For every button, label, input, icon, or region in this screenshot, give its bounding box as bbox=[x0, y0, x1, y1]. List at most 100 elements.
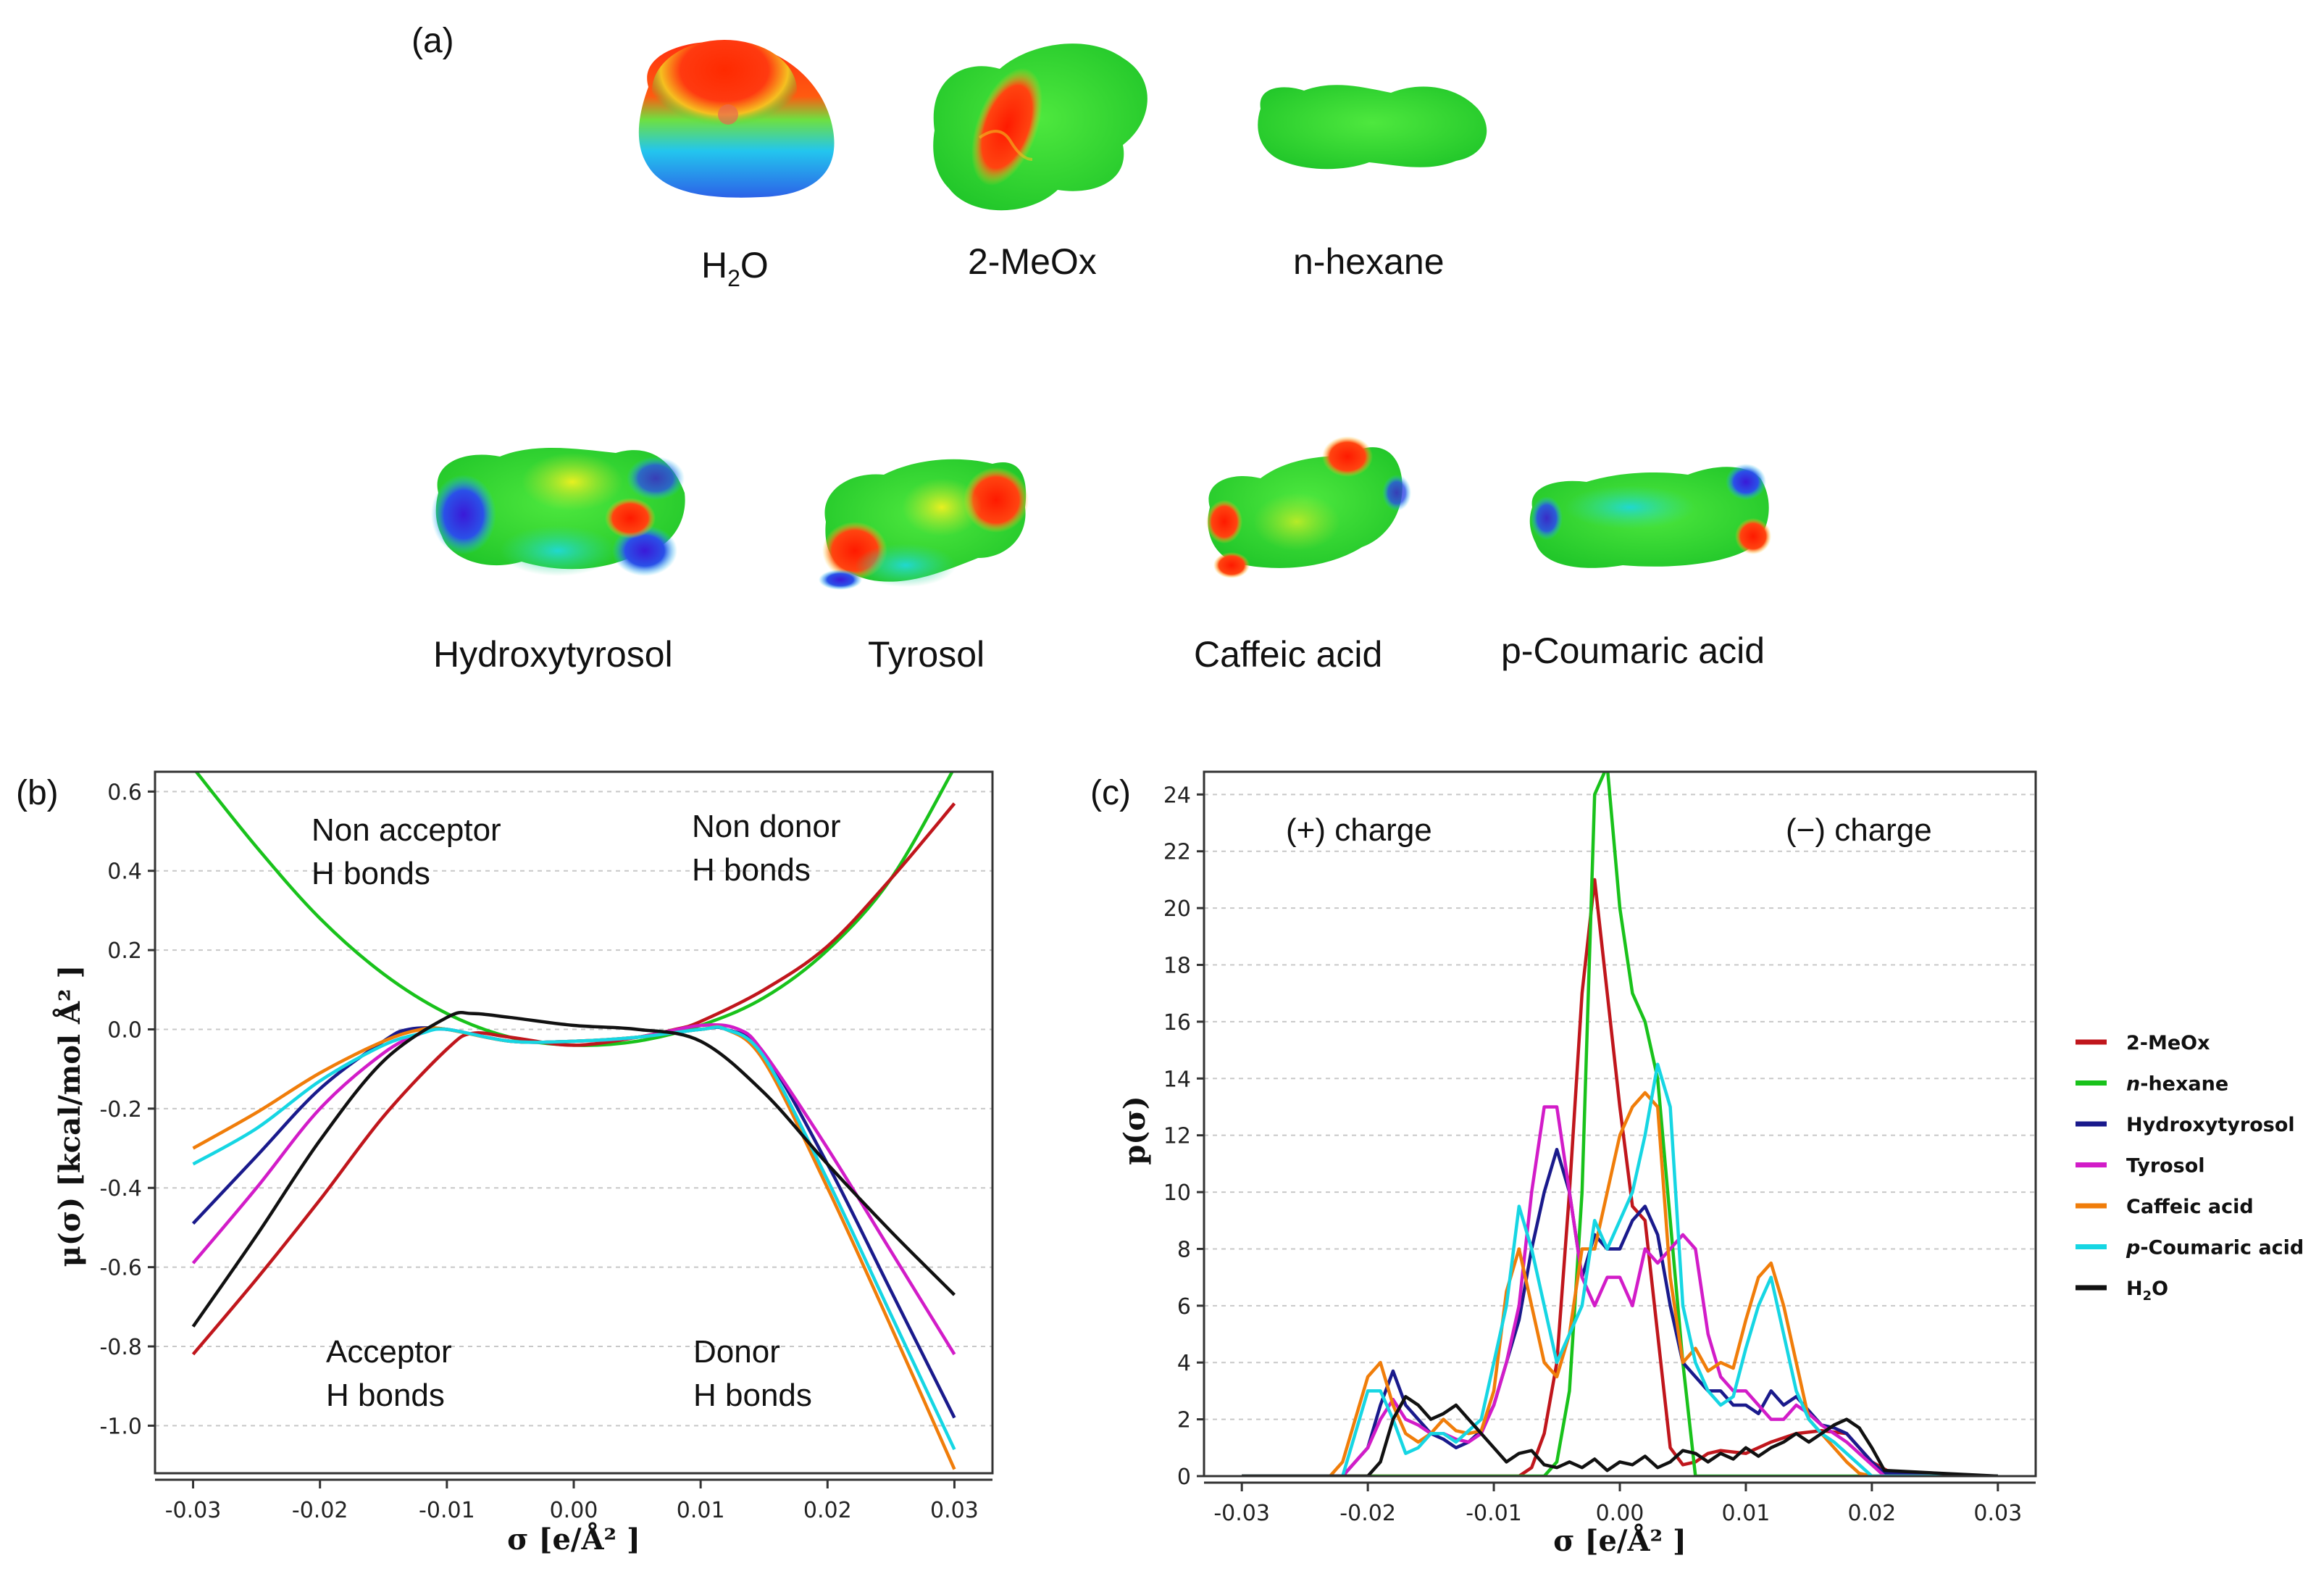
legend-item-h2o: H2O bbox=[2076, 1278, 2168, 1304]
series-lines bbox=[191, 772, 956, 1470]
series-line-2-meox bbox=[191, 802, 956, 1356]
x-tick-label: 0.02 bbox=[803, 1498, 852, 1523]
legend-item-n-hexane: n-hexane bbox=[2076, 1073, 2228, 1096]
y-tick-label: 22 bbox=[1163, 840, 1191, 865]
series-line-hydroxytyrosol bbox=[191, 1025, 956, 1419]
2-meox-surface bbox=[933, 43, 1148, 211]
svg-text:H bonds: H bonds bbox=[326, 1378, 445, 1413]
annotation-non-donor: Non donor H bonds bbox=[692, 809, 840, 888]
sigma-potential-chart: -0.03 -0.02 -0.01 0.00 0.01 0.02 0.03 0.60.40.… bbox=[53, 770, 994, 1557]
x-tick-label: 0.00 bbox=[550, 1498, 598, 1523]
y-tick-label: -0.4 bbox=[99, 1176, 142, 1201]
legend-label: 2-MeOx bbox=[2126, 1032, 2210, 1054]
y-tick-label: 0.2 bbox=[107, 938, 142, 964]
hydroxytyrosol-surface bbox=[431, 448, 685, 576]
legend: 2-MeOx n-hexane Hydroxytyrosol Tyrosol Caffe… bbox=[2076, 1032, 2304, 1304]
y-tick-label: 14 bbox=[1163, 1067, 1191, 1092]
panel-label-b: (b) bbox=[16, 774, 59, 812]
y-tick-label: 0.6 bbox=[107, 780, 142, 805]
svg-text:H bonds: H bonds bbox=[312, 856, 430, 891]
y-tick-label: 8 bbox=[1177, 1237, 1191, 1262]
legend-label: Caffeic acid bbox=[2126, 1196, 2254, 1218]
series-line-p-coumaric-acid bbox=[192, 1025, 956, 1451]
legend-item-p-coumaric-acid: p-Coumaric acid bbox=[2076, 1237, 2304, 1259]
y-axis-title: μ(σ) [kcal/mol Å² ] bbox=[53, 965, 87, 1267]
label-h2o: H2O bbox=[701, 245, 769, 291]
h2o-surface bbox=[638, 40, 835, 198]
legend-label: H2O bbox=[2126, 1278, 2168, 1304]
y-tick-label: 6 bbox=[1177, 1294, 1191, 1320]
x-tick-label: -0.03 bbox=[165, 1498, 222, 1523]
legend-label: Hydroxytyrosol bbox=[2126, 1114, 2295, 1136]
tyrosol-surface bbox=[819, 459, 1029, 590]
series-line-2-meox bbox=[1242, 878, 1998, 1476]
y-tick-label: 0.0 bbox=[107, 1017, 142, 1043]
svg-text:H bonds: H bonds bbox=[693, 1378, 812, 1413]
annotation-acceptor: Acceptor H bonds bbox=[326, 1334, 452, 1413]
y-tick-label: 0.4 bbox=[107, 859, 142, 885]
legend-item-tyrosol: Tyrosol bbox=[2076, 1155, 2205, 1178]
legend-label: n-hexane bbox=[2126, 1073, 2228, 1096]
annotation-negative-charge: (−) charge bbox=[1786, 812, 1932, 848]
series-line-caffeic-acid bbox=[1242, 1091, 1998, 1476]
series-line-h2o bbox=[1242, 1395, 1998, 1476]
y-tick-label: -0.2 bbox=[99, 1097, 142, 1122]
label-caffeic-acid: Caffeic acid bbox=[1194, 634, 1382, 675]
y-tick-label: 20 bbox=[1163, 896, 1191, 922]
series-lines bbox=[1242, 772, 1998, 1476]
y-tick-label: 0 bbox=[1177, 1465, 1191, 1490]
svg-text:Non acceptor: Non acceptor bbox=[312, 812, 501, 848]
series-line-hydroxytyrosol bbox=[1242, 1148, 1998, 1476]
y-ticks: 0.6 0.4 0.2 0.0 -0.2 -0.4 -0.6 -0.8 -1.0 bbox=[99, 780, 155, 1439]
caffeic-acid-surface bbox=[1206, 436, 1411, 578]
y-tick-label: 12 bbox=[1163, 1124, 1191, 1149]
series-line-h2o bbox=[191, 1010, 956, 1328]
legend-item-hydroxytyrosol: Hydroxytyrosol bbox=[2076, 1114, 2295, 1136]
x-tick-label: -0.01 bbox=[419, 1498, 475, 1523]
svg-text:H bonds: H bonds bbox=[692, 852, 811, 888]
y-axis-title: p(σ) bbox=[1118, 1096, 1152, 1165]
series-line-p-coumaric-acid bbox=[1242, 1062, 1998, 1476]
label-hydroxytyrosol: Hydroxytyrosol bbox=[433, 634, 673, 675]
plot-frame bbox=[1203, 770, 2037, 1478]
annotation-donor: Donor H bonds bbox=[693, 1334, 812, 1413]
sigma-profile-chart: -0.03 -0.02 -0.01 0.00 0.01 0.02 0.03 02468101… bbox=[1118, 770, 2037, 1558]
x-tick-label: -0.02 bbox=[292, 1498, 348, 1523]
svg-text:Donor: Donor bbox=[693, 1334, 780, 1370]
y-tick-label: 2 bbox=[1177, 1408, 1191, 1433]
y-tick-label: 24 bbox=[1163, 783, 1191, 808]
y-tick-label: 16 bbox=[1163, 1010, 1191, 1036]
y-tick-label: -0.8 bbox=[99, 1335, 142, 1360]
label-2-meox: 2-MeOx bbox=[968, 241, 1097, 282]
y-tick-label: -1.0 bbox=[99, 1414, 142, 1439]
x-tick-label: 0.02 bbox=[1847, 1501, 1896, 1526]
svg-text:Acceptor: Acceptor bbox=[326, 1334, 452, 1370]
annotation-non-acceptor: Non acceptor H bonds bbox=[312, 812, 501, 891]
x-tick-label: 0.01 bbox=[677, 1498, 725, 1523]
y-tick-label: 18 bbox=[1163, 954, 1191, 979]
y-tick-label: -0.6 bbox=[99, 1256, 142, 1281]
y-tick-label: 4 bbox=[1177, 1351, 1191, 1376]
label-tyrosol: Tyrosol bbox=[868, 634, 985, 675]
label-p-coumaric-acid: p-Coumaric acid bbox=[1501, 630, 1765, 671]
legend-label: Tyrosol bbox=[2126, 1155, 2205, 1178]
svg-text:Non donor: Non donor bbox=[692, 809, 840, 844]
panel-label-a: (a) bbox=[411, 22, 454, 60]
x-tick-label: 0.03 bbox=[1973, 1501, 2022, 1526]
x-ticks: -0.03 -0.02 -0.01 0.00 0.01 0.02 0.03 bbox=[165, 1480, 979, 1523]
x-tick-label: 0.03 bbox=[930, 1498, 979, 1523]
x-ticks: -0.03 -0.02 -0.01 0.00 0.01 0.02 0.03 bbox=[1213, 1483, 2022, 1526]
y-tick-label: 10 bbox=[1163, 1180, 1191, 1206]
x-tick-label: 0.01 bbox=[1722, 1501, 1771, 1526]
x-axis-title: σ [e/Å² ] bbox=[1553, 1524, 1686, 1558]
x-tick-label: 0.00 bbox=[1596, 1501, 1644, 1526]
x-tick-label: -0.02 bbox=[1339, 1501, 1396, 1526]
x-axis-title: σ [e/Å² ] bbox=[507, 1523, 640, 1557]
legend-item-2-meox: 2-MeOx bbox=[2076, 1032, 2210, 1054]
x-tick-label: -0.03 bbox=[1213, 1501, 1270, 1526]
p-coumaric-acid-surface bbox=[1529, 464, 1771, 568]
annotation-positive-charge: (+) charge bbox=[1286, 812, 1432, 848]
legend-item-caffeic-acid: Caffeic acid bbox=[2076, 1196, 2254, 1218]
